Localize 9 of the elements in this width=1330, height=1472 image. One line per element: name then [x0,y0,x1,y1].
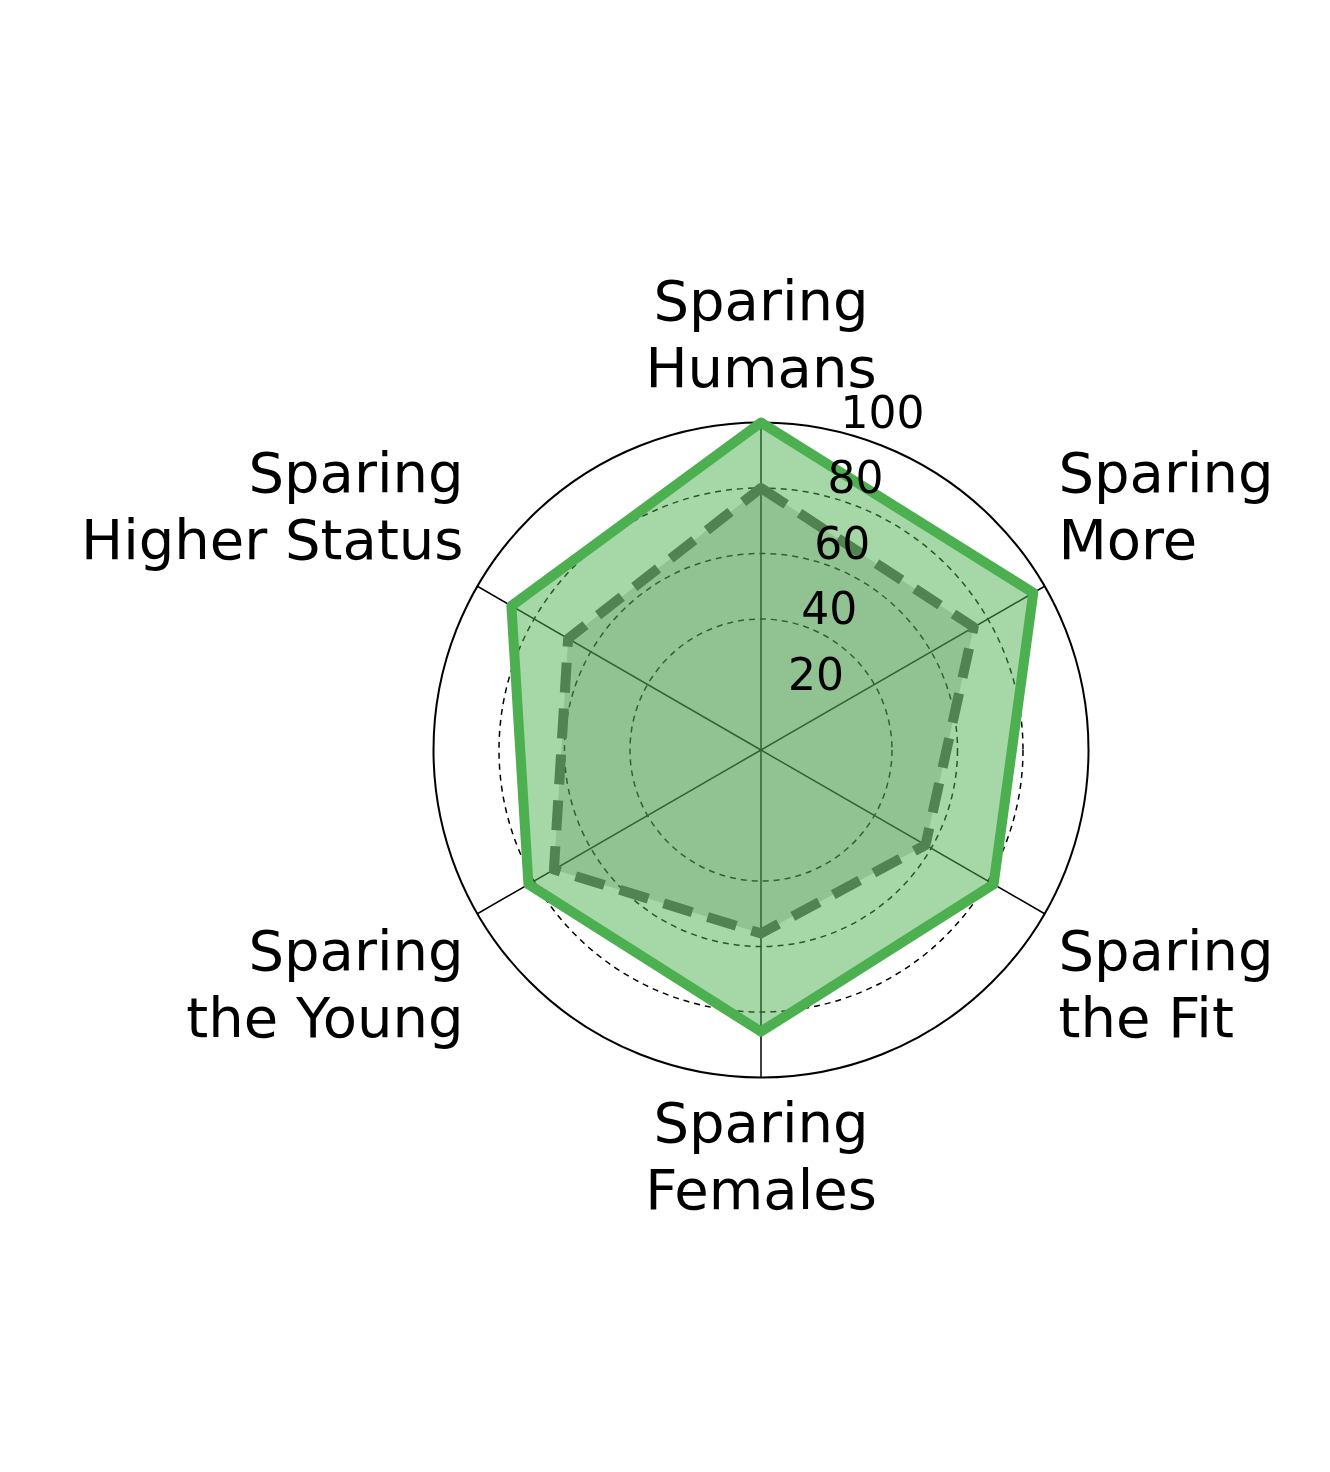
spoke-label: Sparing More [1058,440,1274,573]
spoke-label: Sparing Higher Status [81,440,464,573]
y-tick-label: 60 [814,517,871,569]
spoke-label: Sparing the Young [186,917,464,1051]
y-tick-label: 40 [801,583,858,635]
spoke-label: Sparing the Fit [1058,917,1274,1051]
y-tick-label: 20 [788,648,845,700]
y-tick-label: 80 [827,452,884,504]
spoke-label: Sparing Females [645,1089,877,1222]
